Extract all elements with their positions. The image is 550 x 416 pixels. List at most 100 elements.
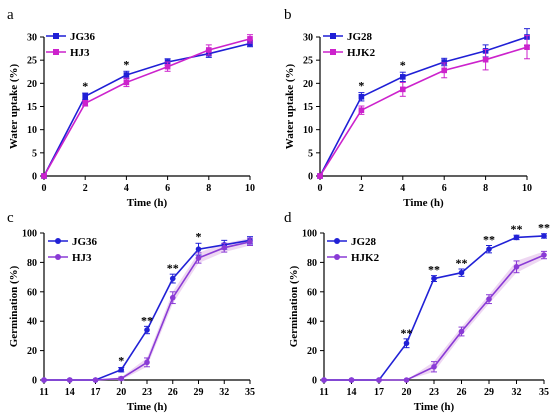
legend-swatch-marker	[55, 254, 61, 260]
data-point	[41, 173, 47, 179]
significance-mark: **	[483, 232, 495, 246]
x-tick-label: 23	[429, 387, 439, 398]
data-point	[403, 377, 410, 383]
data-point	[441, 67, 447, 74]
legend-label: HJK2	[351, 252, 380, 264]
y-tick-label: 5	[32, 148, 37, 159]
y-tick-label: 15	[303, 102, 313, 113]
significance-mark: **	[428, 263, 440, 277]
significance-mark: *	[400, 58, 406, 72]
data-point	[247, 36, 253, 42]
data-point	[92, 377, 99, 383]
y-tick-label: 40	[27, 317, 37, 328]
y-axis-title: Water uptake (%)	[284, 63, 296, 149]
significance-mark: **	[511, 222, 523, 236]
x-tick-label: 20	[116, 387, 126, 398]
data-point	[66, 377, 73, 383]
data-point	[458, 328, 465, 335]
x-tick-label: 29	[484, 387, 494, 398]
data-point	[358, 93, 365, 100]
x-tick-label: 8	[483, 183, 488, 194]
x-tick-label: 6	[165, 183, 170, 194]
y-tick-label: 25	[27, 56, 37, 67]
data-point	[118, 366, 125, 373]
data-point	[169, 294, 176, 301]
legend-label: HJ3	[70, 47, 90, 59]
data-point	[169, 275, 176, 282]
x-tick-label: 14	[347, 387, 357, 398]
significance-mark: **	[141, 313, 153, 327]
data-point	[458, 269, 465, 276]
legend-swatch-marker	[53, 33, 59, 39]
data-point	[431, 363, 437, 370]
significance-mark: **	[456, 256, 468, 270]
data-point	[82, 100, 88, 107]
panel-letter: b	[284, 7, 292, 23]
data-point	[195, 255, 202, 261]
y-tick-label: 0	[32, 172, 37, 183]
data-point	[348, 377, 355, 383]
y-tick-label: 0	[312, 376, 317, 387]
legend-label: HJK2	[347, 47, 376, 59]
significance-mark: *	[123, 57, 129, 71]
x-tick-label: 26	[457, 387, 467, 398]
data-point	[513, 234, 520, 241]
y-axis-title: Germination (%)	[8, 265, 20, 347]
series-line	[319, 36, 528, 177]
data-point	[524, 44, 530, 50]
x-tick-label: 14	[65, 387, 75, 398]
x-tick-label: 0	[42, 183, 47, 194]
panel-letter: c	[7, 210, 14, 226]
y-tick-label: 60	[27, 287, 37, 298]
y-tick-label: 20	[27, 346, 37, 357]
y-tick-label: 30	[303, 33, 313, 44]
y-tick-label: 10	[27, 125, 37, 136]
x-tick-label: 32	[512, 387, 522, 398]
y-tick-label: 60	[307, 287, 317, 298]
legend-swatch-marker	[55, 238, 61, 244]
significance-mark: *	[82, 79, 88, 93]
x-tick-label: 2	[83, 183, 88, 194]
y-tick-label: 15	[27, 102, 37, 113]
panel-b: b 0 5 10 15 20 25 30 0 2 4 6 8 10 Time (h) Water uptake…	[284, 7, 532, 209]
data-point	[358, 107, 365, 114]
data-point	[41, 377, 47, 383]
y-tick-label: 5	[308, 148, 313, 159]
x-tick-label: 29	[194, 387, 204, 398]
data-point	[400, 74, 406, 80]
data-point	[513, 264, 520, 270]
y-tick-label: 80	[307, 258, 317, 269]
x-axis-title: Time (h)	[414, 401, 455, 413]
x-tick-label: 17	[91, 387, 101, 398]
y-tick-label: 20	[307, 346, 317, 357]
data-point	[118, 375, 125, 382]
legend-swatch-marker	[330, 49, 336, 55]
panel-c: c 0 20 40 60 80 100 11 14 17 20 23 26 29 32 35 Time (h) G…	[7, 210, 255, 413]
x-tick-label: 23	[142, 387, 152, 398]
y-tick-label: 25	[303, 56, 313, 67]
data-point	[486, 296, 492, 302]
significance-mark: *	[196, 229, 202, 243]
legend-swatch-marker	[334, 238, 340, 244]
y-tick-label: 0	[308, 172, 313, 183]
x-tick-label: 6	[442, 183, 447, 194]
legend-label: JG28	[347, 31, 373, 43]
series-line	[319, 46, 528, 177]
x-tick-label: 26	[168, 387, 178, 398]
x-axis-title: Time (h)	[403, 197, 444, 209]
x-tick-label: 0	[318, 183, 323, 194]
data-point	[164, 63, 171, 70]
panel-letter: d	[284, 210, 292, 226]
y-tick-label: 0	[32, 376, 37, 387]
data-point	[486, 246, 492, 252]
significance-mark: **	[401, 326, 413, 340]
data-point	[144, 327, 150, 333]
data-point	[82, 93, 88, 100]
series-line	[43, 42, 251, 177]
x-tick-label: 10	[245, 183, 255, 194]
y-tick-label: 10	[303, 125, 313, 136]
panel-a: a 0 5 10 15 20 25 30 0 2 4 6 8 10 Time (h) Water uptake…	[7, 7, 255, 209]
x-tick-label: 11	[39, 387, 48, 398]
significance-mark: **	[167, 261, 179, 275]
